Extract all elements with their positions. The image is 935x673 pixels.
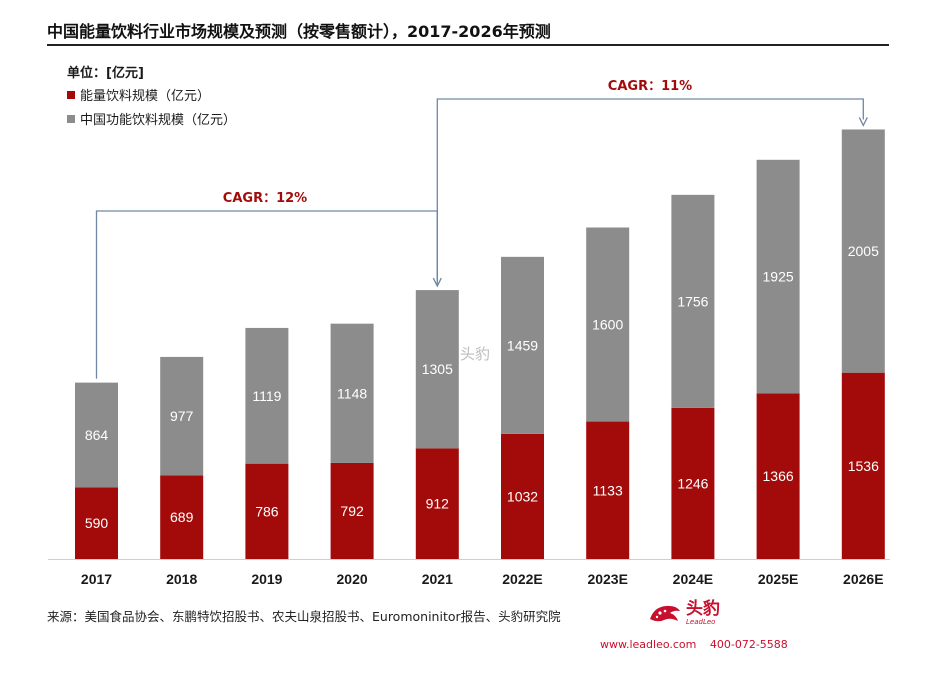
x-tick-label: 2018 <box>166 571 197 587</box>
logo-text-cn: 头豹 <box>686 599 720 619</box>
x-tick-label: 2024E <box>673 571 713 587</box>
x-tick-label: 2022E <box>502 571 542 587</box>
legend-item-functional: 中国功能饮料规模（亿元） <box>67 109 236 128</box>
data-label-energy: 590 <box>85 515 109 531</box>
data-label-energy: 786 <box>255 503 279 519</box>
data-label-functional: 1119 <box>252 388 281 404</box>
data-label-functional: 864 <box>85 427 109 443</box>
data-label-energy: 1032 <box>507 488 538 504</box>
bar-functional <box>160 356 204 476</box>
x-tick-label: 2025E <box>758 571 798 587</box>
stacked-bar-chart: 590 864 2017 689 977 2018 786 1119 2019 792 1148 20… <box>48 79 890 587</box>
contact-info: www.leadleo.com 400-072-5588 <box>600 638 798 651</box>
cagr-bracket <box>436 98 864 287</box>
bar-energy <box>586 421 630 559</box>
bar-energy <box>841 372 885 559</box>
data-label-functional: 1756 <box>677 293 708 309</box>
watermark-text: 头豹 <box>460 345 490 363</box>
source-note: 来源：美国食品协会、东鹏特饮招股书、农夫山泉招股书、Euromoninitor报… <box>47 609 561 624</box>
bar-functional <box>671 194 715 408</box>
legend-swatch-functional <box>67 114 75 123</box>
bar-energy <box>501 433 544 559</box>
legend-swatch-energy <box>67 90 75 99</box>
website-link[interactable]: www.leadleo.com <box>600 638 697 651</box>
data-label-energy: 912 <box>426 496 450 512</box>
bar-functional <box>586 227 630 422</box>
cagr-label: CAGR：11% <box>608 79 692 94</box>
data-label-functional: 977 <box>170 408 194 424</box>
bar-energy <box>160 475 204 559</box>
legend-item-energy: 能量饮料规模（亿元） <box>67 85 210 104</box>
data-label-functional: 1600 <box>592 317 623 333</box>
phone-number: 400-072-5588 <box>709 638 788 651</box>
data-label-energy: 1133 <box>593 482 623 498</box>
unit-label: 单位：[亿元] <box>67 66 144 81</box>
data-label-energy: 1246 <box>677 475 708 491</box>
data-label-functional: 2005 <box>848 243 879 259</box>
data-label-energy: 792 <box>340 503 364 519</box>
x-tick-label: 2019 <box>251 571 282 587</box>
leopard-logo-icon <box>650 605 680 622</box>
leadleo-logo: 头豹 LeadLeo <box>648 600 720 626</box>
bar-functional <box>756 159 800 394</box>
chart-title: 中国能量饮料行业市场规模及预测（按零售额计），2017-2026年预测 <box>47 22 551 41</box>
data-label-energy: 1366 <box>763 468 794 484</box>
bar-energy <box>415 448 459 559</box>
bar-energy <box>245 463 289 559</box>
legend-label-energy: 能量饮料规模（亿元） <box>80 89 211 104</box>
x-tick-label: 2023E <box>587 571 627 587</box>
cagr-arrow-icon <box>858 117 868 127</box>
bar-functional <box>75 382 118 488</box>
bar-functional <box>415 290 459 449</box>
bar-energy <box>756 393 800 559</box>
x-tick-label: 2021 <box>422 571 453 587</box>
data-label-functional: 1459 <box>507 337 538 353</box>
bar-functional <box>245 327 289 464</box>
data-label-energy: 689 <box>170 509 194 525</box>
x-tick-label: 2017 <box>81 571 112 587</box>
cagr-arrow-icon <box>432 277 442 288</box>
title-divider <box>47 44 889 46</box>
logo-text-en: LeadLeo <box>686 618 716 626</box>
x-tick-label: 2026E <box>843 571 883 587</box>
bar-functional <box>501 256 544 434</box>
bar-energy <box>330 462 374 559</box>
bar-energy <box>671 407 715 559</box>
x-tick-label: 2020 <box>337 571 368 587</box>
data-label-functional: 1148 <box>337 385 367 401</box>
cagr-label: CAGR：12% <box>223 191 307 206</box>
data-label-functional: 1925 <box>763 269 794 285</box>
bar-energy <box>75 487 118 559</box>
bar-functional <box>330 323 374 463</box>
data-label-functional: 1305 <box>422 361 453 377</box>
legend-label-functional: 中国功能饮料规模（亿元） <box>80 113 237 128</box>
bar-functional <box>841 129 885 373</box>
data-label-energy: 1536 <box>848 458 879 474</box>
